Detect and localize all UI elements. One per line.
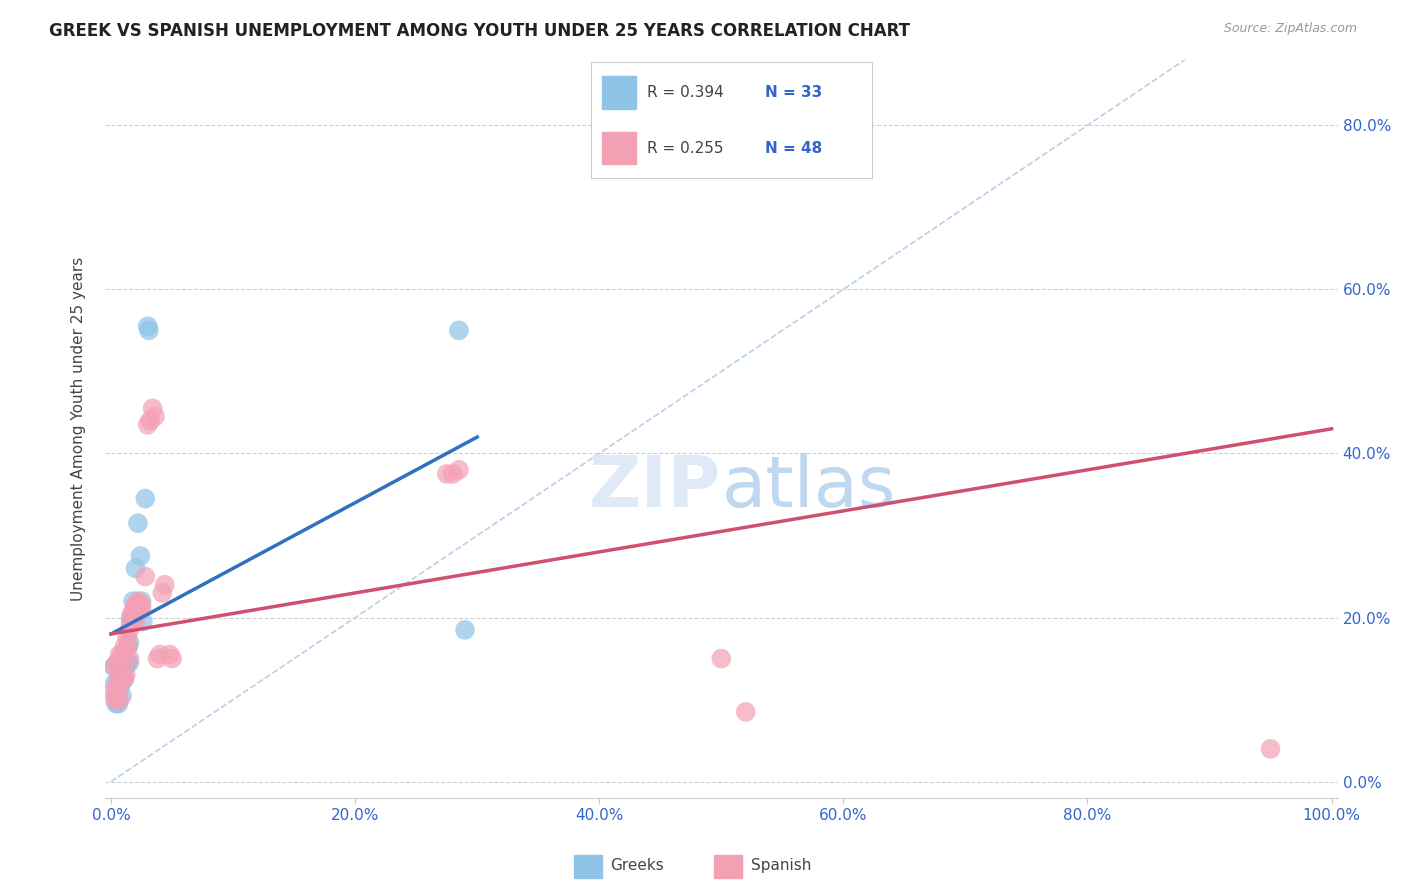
Point — [143, 409, 166, 424]
Point — [129, 599, 152, 613]
Point — [117, 640, 139, 654]
Point — [107, 672, 129, 686]
Point — [153, 578, 176, 592]
Point — [124, 615, 146, 629]
Point — [160, 651, 183, 665]
Point — [129, 549, 152, 563]
Point — [118, 656, 141, 670]
Point — [105, 656, 128, 670]
Point — [441, 467, 464, 481]
Bar — [602, 132, 636, 164]
Point — [108, 648, 131, 662]
Text: Source: ZipAtlas.com: Source: ZipAtlas.com — [1223, 22, 1357, 36]
Point — [124, 561, 146, 575]
Point — [136, 417, 159, 432]
Point — [105, 689, 128, 703]
Point — [104, 660, 127, 674]
Point — [111, 689, 134, 703]
Point — [734, 705, 756, 719]
Point — [111, 668, 134, 682]
Point — [124, 602, 146, 616]
Text: Greeks: Greeks — [610, 858, 664, 872]
Point — [107, 697, 129, 711]
Point — [112, 672, 135, 686]
Point — [138, 323, 160, 337]
Point — [105, 676, 128, 690]
Point — [139, 414, 162, 428]
Point — [136, 319, 159, 334]
Text: Spanish: Spanish — [751, 858, 811, 872]
Point — [122, 615, 145, 629]
Point — [146, 651, 169, 665]
Point — [114, 640, 136, 654]
Point — [103, 684, 125, 698]
Text: R = 0.394: R = 0.394 — [647, 85, 724, 100]
Point — [122, 594, 145, 608]
Text: ZIP: ZIP — [589, 453, 721, 523]
Point — [127, 516, 149, 531]
Text: GREEK VS SPANISH UNEMPLOYMENT AMONG YOUTH UNDER 25 YEARS CORRELATION CHART: GREEK VS SPANISH UNEMPLOYMENT AMONG YOUT… — [49, 22, 910, 40]
Text: N = 33: N = 33 — [765, 85, 823, 100]
Text: N = 48: N = 48 — [765, 141, 823, 156]
Point — [131, 602, 153, 616]
Point — [114, 672, 136, 686]
Point — [108, 692, 131, 706]
Point — [132, 615, 155, 629]
Point — [134, 491, 156, 506]
Point — [131, 599, 153, 613]
Text: R = 0.255: R = 0.255 — [647, 141, 723, 156]
Point — [103, 660, 125, 674]
Point — [110, 676, 132, 690]
Bar — [714, 855, 742, 878]
Point — [105, 656, 128, 670]
Point — [1260, 741, 1282, 756]
Text: atlas: atlas — [721, 453, 896, 523]
Point — [118, 623, 141, 637]
Point — [112, 648, 135, 662]
Point — [436, 467, 458, 481]
Point — [118, 651, 141, 665]
Point — [117, 640, 139, 654]
Point — [128, 602, 150, 616]
Point — [159, 648, 181, 662]
Point — [104, 692, 127, 706]
Bar — [574, 855, 602, 878]
Point — [447, 463, 470, 477]
Point — [110, 676, 132, 690]
Point — [127, 594, 149, 608]
Point — [120, 610, 142, 624]
Point — [125, 599, 148, 613]
Point — [150, 586, 173, 600]
Point — [115, 656, 138, 670]
Point — [131, 594, 153, 608]
Point — [114, 660, 136, 674]
Y-axis label: Unemployment Among Youth under 25 years: Unemployment Among Youth under 25 years — [72, 257, 86, 601]
Point — [104, 697, 127, 711]
Point — [111, 648, 134, 662]
Point — [104, 676, 127, 690]
Point — [447, 323, 470, 337]
Point — [121, 607, 143, 621]
Point — [115, 631, 138, 645]
Point — [112, 672, 135, 686]
Point — [454, 623, 477, 637]
Point — [107, 681, 129, 695]
Point — [104, 689, 127, 703]
Point — [114, 668, 136, 682]
Point — [112, 668, 135, 682]
Point — [108, 660, 131, 674]
Point — [121, 615, 143, 629]
Point — [108, 681, 131, 695]
Point — [120, 615, 142, 629]
Point — [118, 635, 141, 649]
Point — [142, 401, 165, 416]
Bar — [602, 77, 636, 109]
Point — [134, 569, 156, 583]
Point — [149, 648, 172, 662]
Point — [124, 599, 146, 613]
Point — [710, 651, 733, 665]
